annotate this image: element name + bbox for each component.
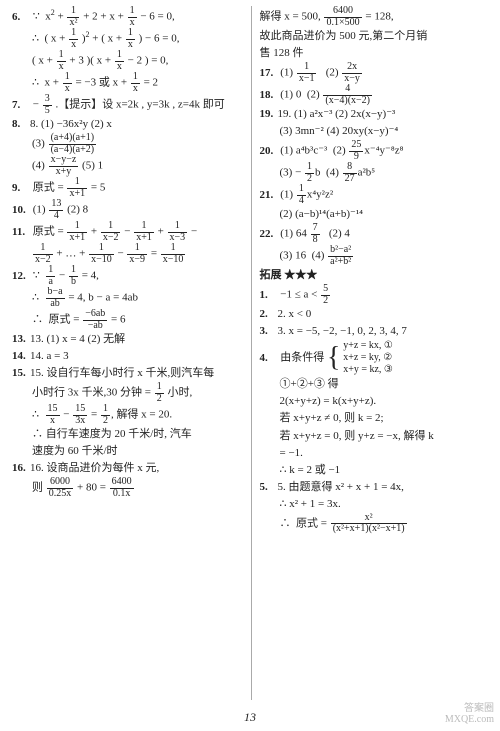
q8-l1: 8.8. (1) −36x²y (2) x bbox=[12, 116, 245, 133]
q19-l2: (3) 3mn⁻² (4) 20xy(x−y)⁻⁴ bbox=[260, 123, 493, 140]
q12-l2: ∴ b−aab = 4, b − a = 4ab bbox=[12, 287, 245, 309]
q15-l5: 速度为 60 千米/时 bbox=[12, 443, 245, 460]
r16-sol2: 故此商品进价为 500 元,第二个月销 bbox=[260, 28, 493, 45]
page: 6. ∵ x2 + 1x² + 2 + x + 1x − 6 = 0, ∴ ( … bbox=[0, 0, 500, 700]
q9: 9. 原式 = 1x+1 = 5 bbox=[12, 177, 245, 199]
q21-l1: 21. (1) 14x⁴y²z² bbox=[260, 184, 493, 206]
q14: 14.14. a = 3 bbox=[12, 348, 245, 365]
e5-l2: ∴ x² + 1 = 3x. bbox=[260, 496, 493, 513]
q18: 18. (1) 0 (2) 4(x−4)(x−2) bbox=[260, 84, 493, 106]
q6-num: 6. bbox=[12, 9, 30, 26]
page-number: 13 bbox=[0, 710, 500, 725]
q15-l3: ∴ 15x − 153x = 12, 解得 x = 20. bbox=[12, 404, 245, 426]
e1: 1. −1 ≤ a < 52 bbox=[260, 284, 493, 306]
right-column: 解得 x = 500, 64000.1×500 = 128, 故此商品进价为 5… bbox=[252, 6, 493, 700]
q15-l1: 15.15. 设自行车每小时行 x 千米,则汽车每 bbox=[12, 365, 245, 382]
q16-l1: 16.16. 设商品进价为每件 x 元, bbox=[12, 460, 245, 477]
q12-l3: ∴ 原式 = −6ab−ab = 6 bbox=[12, 309, 245, 331]
q7-hint: .【提示】设 x=2k , y=3k , z=4k 即可 bbox=[55, 99, 224, 111]
q15-l4: ∴ 自行车速度为 20 千米/时, 汽车 bbox=[12, 426, 245, 443]
e4-l1: 4. 由条件得 { y+z = kx, ① x+z = ky, ② x+y = … bbox=[260, 340, 493, 376]
q6-l2: ∴ ( x + 1x )2 + ( x + 1x ) − 6 = 0, bbox=[12, 28, 245, 50]
e4-l2: ①+②+③ 得 bbox=[260, 376, 493, 393]
watermark: 答案圈 MXQE.com bbox=[445, 703, 494, 725]
e4-l6: = −1. bbox=[260, 445, 493, 462]
q16-l2: 则 60000.25x + 80 = 64000.1x bbox=[12, 477, 245, 499]
e5-l1: 5.5. 由题意得 x² + x + 1 = 4x, bbox=[260, 479, 493, 496]
q6-l4: ∴ x + 1x = −3 或 x + 1x = 2 bbox=[12, 72, 245, 94]
r16-sol1: 解得 x = 500, 64000.1×500 = 128, bbox=[260, 6, 493, 28]
ext-head: 拓展 ★★★ bbox=[260, 267, 493, 284]
q22-l2: (3) 16 (4) b²−a²a²+b² bbox=[260, 245, 493, 267]
q10: 10. (1) 134 (2) 8 bbox=[12, 199, 245, 221]
q12-l1: 12. ∵ 1a − 1b = 4, bbox=[12, 265, 245, 287]
q20-l2: (3) − 12b (4) 827a²b⁵ bbox=[260, 162, 493, 184]
q6-l1: 6. ∵ x2 + 1x² + 2 + x + 1x − 6 = 0, bbox=[12, 6, 245, 28]
e4-l5: 若 x+y+z = 0, 则 y+z = −x, 解得 k bbox=[260, 428, 493, 445]
q20-l1: 20. (1) a⁴b³c⁻³ (2) 259x⁻⁴y⁻⁸z⁸ bbox=[260, 140, 493, 162]
e3: 3.3. x = −5, −2, −1, 0, 2, 3, 4, 7 bbox=[260, 323, 493, 340]
q22-l1: 22. (1) 64 78 (2) 4 bbox=[260, 223, 493, 245]
q8-l3: (4) x−y−zx+y (5) 1 bbox=[12, 155, 245, 177]
e4-l7: ∴ k = 2 或 −1 bbox=[260, 462, 493, 479]
r16-sol3: 售 128 件 bbox=[260, 45, 493, 62]
q11-l1: 11. 原式 = 1x+1 + 1x−2 − 1x+1 + 1x−3 − bbox=[12, 221, 245, 243]
q17: 17. (1) 1x−1 (2) 2xx−y bbox=[260, 62, 493, 84]
e4-l4: 若 x+y+z ≠ 0, 则 k = 2; bbox=[260, 410, 493, 427]
e2: 2.2. x < 0 bbox=[260, 306, 493, 323]
e5-l3: ∴ 原式 = x²(x²+x+1)(x²−x+1) bbox=[260, 513, 493, 535]
e4-l3: 2(x+y+z) = k(x+y+z). bbox=[260, 393, 493, 410]
q7: 7. − 35 .【提示】设 x=2k , y=3k , z=4k 即可 bbox=[12, 94, 245, 116]
q21-l2: (2) (a−b)¹⁴(a+b)⁻¹⁴ bbox=[260, 206, 493, 223]
q13: 13.13. (1) x = 4 (2) 无解 bbox=[12, 331, 245, 348]
q8-l2: (3) (a+4)(a+1)(a−4)(a+2) bbox=[12, 133, 245, 155]
q6-l3: ( x + 1x + 3 )( x + 1x − 2 ) = 0, bbox=[12, 50, 245, 72]
left-column: 6. ∵ x2 + 1x² + 2 + x + 1x − 6 = 0, ∴ ( … bbox=[12, 6, 252, 700]
q15-l2: 小时行 3x 千米,30 分钟 = 12 小时, bbox=[12, 382, 245, 404]
q19-l1: 19.19. (1) a²x⁻³ (2) 2x(x−y)⁻³ bbox=[260, 106, 493, 123]
q11-l2: 1x−2 + … + 1x−10 − 1x−9 = 1x−10 bbox=[12, 243, 245, 265]
